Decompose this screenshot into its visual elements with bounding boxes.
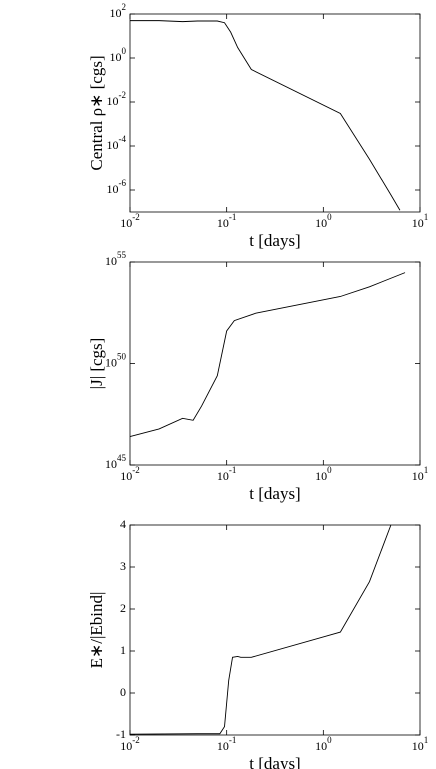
x-axis-label: t [days]: [249, 484, 300, 503]
plot-frame: [129, 13, 421, 213]
data-line: [129, 524, 392, 735]
x-tick-label: 10-1: [217, 465, 237, 483]
y-tick-label: 10-4: [107, 134, 127, 152]
plot-frame: [129, 261, 421, 466]
y-tick-label: 10-6: [107, 178, 127, 196]
y-axis-label: E∗/|Ebind|: [87, 592, 106, 669]
y-tick-label: 100: [110, 46, 127, 64]
y-tick-label: -1: [116, 727, 126, 741]
x-tick-label: 100: [315, 212, 332, 230]
y-tick-label: 2: [120, 601, 126, 615]
data-line: [129, 272, 406, 438]
x-tick-label: 10-1: [217, 212, 237, 230]
y-axis-label: Central ρ∗ [cgs]: [87, 55, 106, 170]
y-tick-label: 1050: [105, 352, 127, 370]
data-line: [130, 20, 401, 211]
y-tick-label: 102: [110, 2, 127, 20]
y-tick-label: 1045: [105, 453, 127, 471]
x-axis-label: t [days]: [249, 754, 300, 769]
y-tick-label: 10-2: [107, 90, 127, 108]
y-tick-label: 1055: [105, 250, 127, 268]
x-tick-label: 101: [412, 735, 429, 753]
x-tick-label: 101: [412, 465, 429, 483]
x-tick-label: 100: [315, 465, 332, 483]
x-tick-label: 100: [315, 735, 332, 753]
x-tick-label: 10-1: [217, 735, 237, 753]
x-tick-label: 101: [412, 212, 429, 230]
x-axis-label: t [days]: [249, 231, 300, 250]
y-tick-label: 0: [120, 685, 126, 699]
plot-frame: [129, 524, 421, 736]
y-axis-label: |J| [cgs]: [87, 338, 106, 390]
y-tick-label: 4: [120, 517, 126, 531]
x-tick-label: 10-2: [120, 212, 140, 230]
y-tick-label: 1: [120, 643, 126, 657]
x-tick-label: 10-2: [120, 465, 140, 483]
x-tick-label: 10-2: [120, 735, 140, 753]
y-tick-label: 3: [120, 559, 126, 573]
